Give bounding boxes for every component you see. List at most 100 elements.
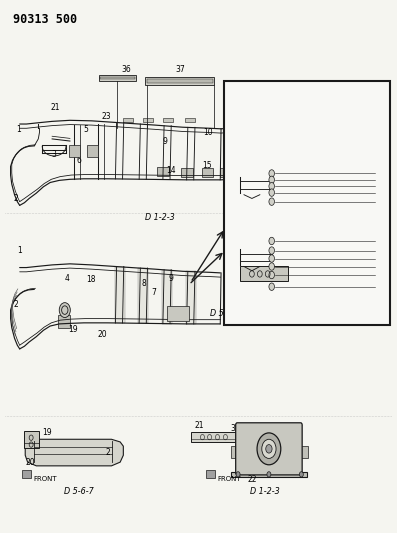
Text: 26: 26	[376, 183, 384, 189]
Text: 24: 24	[376, 171, 384, 176]
Bar	[191, 432, 236, 442]
Text: 29: 29	[376, 199, 384, 205]
Text: 2: 2	[13, 195, 18, 204]
Text: 21: 21	[50, 102, 60, 111]
Bar	[58, 315, 70, 328]
Bar	[69, 146, 80, 157]
Circle shape	[262, 439, 276, 458]
Text: 25: 25	[237, 233, 245, 239]
Text: 21: 21	[195, 422, 204, 431]
Text: 28: 28	[233, 243, 241, 249]
Text: 1: 1	[17, 246, 22, 255]
Text: 17: 17	[337, 126, 347, 135]
Text: 9: 9	[168, 273, 173, 282]
Circle shape	[299, 472, 303, 477]
Text: D 1-2-3: D 1-2-3	[145, 213, 175, 222]
Bar	[139, 268, 148, 324]
Bar	[206, 470, 215, 478]
Bar	[202, 167, 213, 177]
FancyBboxPatch shape	[236, 423, 302, 475]
Bar	[301, 446, 308, 458]
Text: 34: 34	[226, 191, 234, 197]
Text: W/6" RAIL: W/6" RAIL	[289, 220, 325, 226]
Text: 22: 22	[247, 475, 256, 483]
Text: 24: 24	[376, 238, 384, 244]
Text: 16: 16	[249, 142, 259, 151]
Circle shape	[257, 433, 281, 465]
Circle shape	[266, 445, 272, 453]
Text: 33: 33	[223, 262, 231, 269]
Bar	[238, 118, 247, 122]
Circle shape	[236, 472, 240, 477]
Text: W/7" RAIL: W/7" RAIL	[289, 304, 325, 310]
Bar	[186, 271, 196, 324]
Text: 5: 5	[83, 125, 88, 134]
Text: 30: 30	[376, 272, 384, 278]
Bar	[115, 266, 125, 323]
Circle shape	[269, 198, 274, 205]
Bar	[224, 82, 390, 325]
Bar	[167, 306, 189, 321]
Circle shape	[269, 263, 274, 270]
Text: 20: 20	[25, 458, 35, 466]
Bar	[301, 118, 310, 122]
Circle shape	[269, 247, 274, 254]
Bar	[185, 118, 195, 122]
Bar	[162, 270, 172, 324]
Bar	[240, 266, 287, 281]
Text: 3: 3	[52, 150, 56, 159]
Bar	[258, 118, 266, 122]
Text: 12: 12	[334, 87, 344, 96]
Text: FRONT: FRONT	[33, 476, 57, 482]
Circle shape	[269, 176, 274, 183]
Bar	[281, 118, 290, 122]
Text: 20: 20	[98, 330, 108, 339]
Bar	[231, 472, 307, 477]
Circle shape	[269, 169, 274, 177]
Text: 35: 35	[230, 424, 240, 433]
Text: 10: 10	[203, 128, 212, 137]
Text: 36: 36	[121, 66, 131, 74]
Bar	[181, 167, 193, 177]
Text: 15: 15	[202, 161, 212, 170]
Text: 19: 19	[68, 325, 77, 334]
Text: 27: 27	[376, 190, 384, 196]
Text: 7: 7	[152, 287, 157, 296]
Text: 26: 26	[376, 247, 384, 254]
Text: 19: 19	[42, 428, 52, 437]
Text: 25: 25	[376, 284, 384, 290]
Text: D 1-2-3: D 1-2-3	[250, 487, 280, 496]
Text: FRONT: FRONT	[218, 476, 241, 482]
Text: 8: 8	[142, 279, 146, 288]
Circle shape	[267, 472, 271, 477]
Bar	[145, 77, 214, 85]
Bar	[123, 118, 133, 122]
Text: 18: 18	[86, 274, 96, 284]
Bar	[248, 152, 256, 160]
Bar	[231, 446, 237, 458]
Bar	[100, 77, 135, 79]
Text: 29: 29	[376, 263, 384, 270]
Text: 23: 23	[102, 112, 112, 121]
Bar	[220, 167, 230, 177]
Circle shape	[269, 182, 274, 190]
Circle shape	[269, 255, 274, 262]
Circle shape	[269, 283, 274, 290]
Circle shape	[269, 189, 274, 196]
Text: 90313 500: 90313 500	[13, 13, 77, 26]
Bar	[23, 470, 31, 478]
Text: 2: 2	[106, 448, 111, 457]
Text: 31: 31	[223, 271, 231, 278]
Text: 9: 9	[162, 137, 167, 146]
Bar	[87, 146, 98, 157]
Circle shape	[269, 237, 274, 245]
Bar	[163, 118, 173, 122]
Text: 31: 31	[223, 201, 231, 207]
Text: D 5-6: D 5-6	[210, 309, 232, 318]
Polygon shape	[25, 439, 123, 466]
Bar	[24, 431, 39, 448]
Bar	[157, 166, 169, 176]
Text: 11: 11	[224, 125, 233, 134]
Text: 2: 2	[13, 300, 18, 309]
Text: 25: 25	[376, 177, 384, 183]
